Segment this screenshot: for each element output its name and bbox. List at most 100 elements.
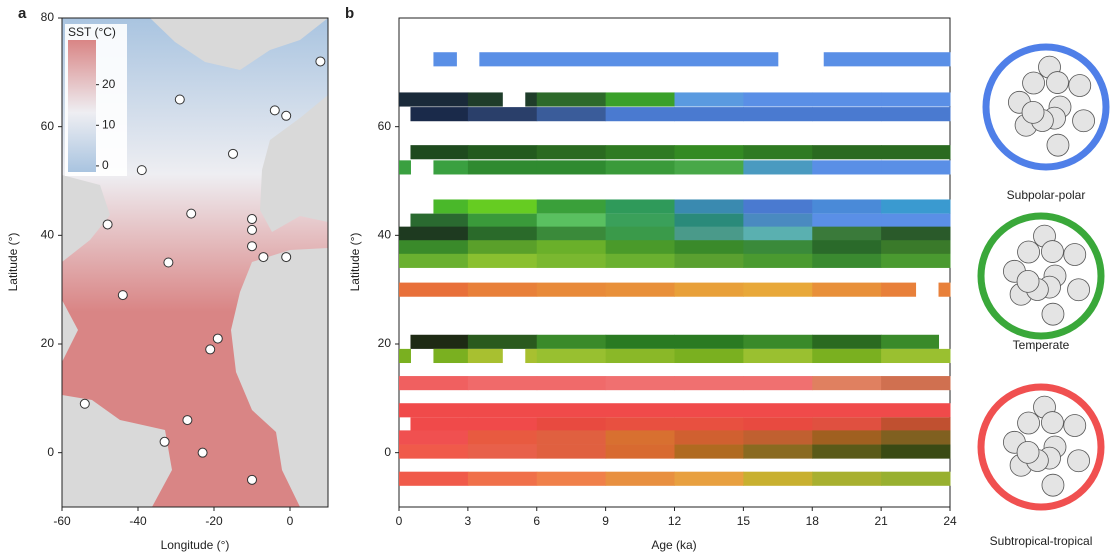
legend-label: Temperate (1013, 338, 1070, 352)
record-cell (881, 471, 951, 486)
record-cell (674, 376, 744, 391)
record-cell (743, 226, 813, 241)
record-cell (536, 253, 607, 268)
site (205, 344, 216, 355)
record-cell (605, 145, 675, 160)
foram-icon (1016, 269, 1040, 293)
record-cell (605, 376, 675, 391)
record-cell (674, 107, 744, 122)
record-cell (399, 92, 469, 107)
record-cell (743, 92, 813, 107)
record-cell (399, 444, 469, 459)
record-cell (812, 199, 882, 214)
site (281, 252, 292, 263)
record-cell (467, 213, 538, 228)
record-cell (674, 226, 744, 241)
record-cell (812, 107, 882, 122)
record-cell (881, 282, 917, 297)
record-cell (410, 417, 469, 432)
x-tick-label: 21 (874, 514, 888, 528)
record-cell (823, 52, 951, 67)
record-cell (467, 226, 538, 241)
record-cell (674, 213, 744, 228)
record-cell (881, 240, 951, 255)
record-cell (881, 199, 951, 214)
record-cell (433, 199, 469, 214)
record-cell (399, 160, 411, 175)
record-cell (467, 92, 503, 107)
record-cell (410, 334, 469, 349)
record-cell (743, 417, 813, 432)
record-cell (467, 240, 538, 255)
y-tick-label: 40 (41, 228, 55, 242)
record-cell (743, 430, 813, 445)
record-cell (881, 334, 940, 349)
record-cell (467, 199, 538, 214)
foram-icon (1041, 240, 1064, 263)
colorbar (68, 40, 96, 172)
record-cell (674, 430, 744, 445)
legend-label: Subtropical-tropical (990, 534, 1093, 548)
record-cell (881, 145, 951, 160)
y-tick-label: 0 (384, 445, 391, 459)
record-cell (467, 444, 538, 459)
site (117, 290, 128, 301)
colorbar-tick-label: 0 (102, 158, 109, 172)
record-cell (812, 92, 882, 107)
record-cell (674, 92, 744, 107)
record-cell (743, 376, 813, 391)
colorbar-tick-label: 10 (102, 117, 116, 131)
record-cell (605, 430, 675, 445)
record-cell (743, 282, 813, 297)
record-cell (605, 471, 675, 486)
foram-icon (1021, 100, 1045, 124)
record-cell (467, 471, 538, 486)
record-cell (399, 471, 469, 486)
record-cell (812, 334, 882, 349)
site (247, 224, 257, 235)
record-cell (674, 417, 744, 432)
foram-icon (1063, 243, 1087, 266)
site (182, 415, 193, 426)
x-tick-label: 0 (287, 514, 294, 528)
site (186, 208, 197, 219)
record-cell (881, 226, 951, 241)
record-cell (410, 213, 469, 228)
record-cell (467, 334, 538, 349)
record-cell (536, 199, 607, 214)
record-cell (743, 348, 813, 364)
record-cell (881, 92, 951, 107)
record-cell (743, 334, 813, 349)
record-cell (674, 160, 744, 175)
record-cell (467, 145, 538, 160)
site (281, 110, 292, 121)
legend-label: Subpolar-polar (1007, 188, 1086, 202)
site (269, 105, 280, 116)
record-cell (674, 253, 744, 268)
site (247, 474, 257, 485)
y-tick-label: 20 (41, 336, 55, 350)
x-tick-label: 0 (396, 514, 403, 528)
record-cell (467, 430, 538, 445)
record-cell (743, 213, 813, 228)
site (159, 436, 170, 447)
record-cell (938, 282, 951, 297)
record-cell (479, 52, 779, 67)
site (102, 219, 113, 230)
record-cell (812, 253, 882, 268)
colorbar-title: SST (°C) (68, 25, 116, 39)
x-tick-label: 24 (943, 514, 957, 528)
site (163, 257, 174, 268)
foram-icon (1063, 414, 1087, 437)
record-cell (467, 282, 538, 297)
record-cell (605, 253, 675, 268)
record-cell (674, 145, 744, 160)
record-cell (399, 226, 469, 241)
record-cell (536, 213, 607, 228)
record-cell (536, 240, 607, 255)
record-cell (605, 92, 675, 107)
record-cell (812, 240, 882, 255)
record-cell (881, 444, 951, 459)
record-cell (812, 282, 882, 297)
axes-frame (61, 17, 329, 508)
